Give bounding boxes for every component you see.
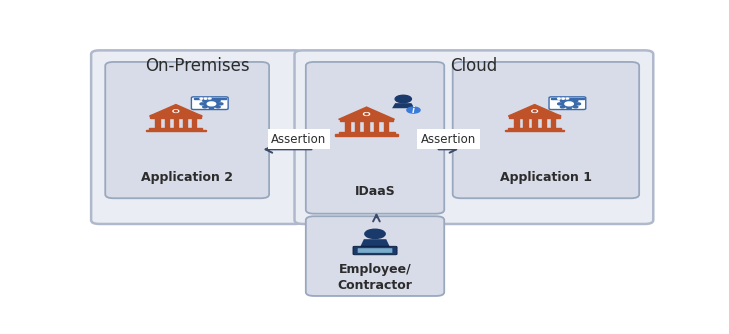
Circle shape xyxy=(203,100,207,102)
Circle shape xyxy=(577,103,580,105)
Circle shape xyxy=(364,113,370,116)
FancyBboxPatch shape xyxy=(340,119,394,121)
Polygon shape xyxy=(194,98,226,100)
Circle shape xyxy=(207,102,216,106)
Polygon shape xyxy=(508,105,561,116)
Circle shape xyxy=(365,113,368,115)
Polygon shape xyxy=(532,118,537,128)
Circle shape xyxy=(200,98,203,99)
Circle shape xyxy=(565,102,573,106)
Polygon shape xyxy=(174,118,178,128)
Text: IDaaS: IDaaS xyxy=(354,185,395,198)
Circle shape xyxy=(395,95,411,103)
FancyBboxPatch shape xyxy=(549,97,586,110)
Polygon shape xyxy=(360,239,390,248)
Text: Cloud: Cloud xyxy=(451,57,497,75)
Polygon shape xyxy=(374,121,378,132)
FancyBboxPatch shape xyxy=(453,62,639,198)
Polygon shape xyxy=(354,121,359,132)
Circle shape xyxy=(204,98,207,99)
Circle shape xyxy=(204,101,219,107)
Polygon shape xyxy=(165,118,169,128)
FancyBboxPatch shape xyxy=(295,50,653,224)
Polygon shape xyxy=(542,118,546,128)
FancyBboxPatch shape xyxy=(509,116,560,118)
Text: Assertion: Assertion xyxy=(421,133,476,146)
FancyBboxPatch shape xyxy=(105,62,269,198)
Polygon shape xyxy=(392,103,415,108)
Circle shape xyxy=(407,107,420,113)
FancyBboxPatch shape xyxy=(192,97,228,110)
Circle shape xyxy=(561,101,577,107)
FancyBboxPatch shape xyxy=(91,50,303,224)
Polygon shape xyxy=(192,118,196,128)
Polygon shape xyxy=(155,118,160,128)
Polygon shape xyxy=(505,130,564,132)
Polygon shape xyxy=(183,118,187,128)
Circle shape xyxy=(558,103,562,105)
Text: Employee/
Contractor: Employee/ Contractor xyxy=(338,264,413,293)
Circle shape xyxy=(574,100,578,102)
Circle shape xyxy=(174,111,177,112)
Polygon shape xyxy=(364,121,369,132)
Circle shape xyxy=(531,110,537,113)
Circle shape xyxy=(209,107,214,109)
Circle shape xyxy=(203,106,207,108)
Polygon shape xyxy=(550,118,555,128)
Circle shape xyxy=(567,107,572,109)
Circle shape xyxy=(209,99,214,101)
Circle shape xyxy=(562,98,564,99)
Polygon shape xyxy=(146,130,206,132)
Circle shape xyxy=(173,110,179,113)
Circle shape xyxy=(208,98,211,99)
Text: i: i xyxy=(412,106,415,115)
Polygon shape xyxy=(149,128,202,130)
Polygon shape xyxy=(508,128,561,130)
Circle shape xyxy=(200,103,204,105)
Circle shape xyxy=(566,98,569,99)
Circle shape xyxy=(558,98,560,99)
Circle shape xyxy=(561,100,565,102)
Polygon shape xyxy=(514,118,518,128)
FancyBboxPatch shape xyxy=(358,248,392,253)
Polygon shape xyxy=(383,121,388,132)
Polygon shape xyxy=(523,118,528,128)
Circle shape xyxy=(216,106,220,108)
Circle shape xyxy=(219,103,223,105)
Circle shape xyxy=(533,111,536,112)
FancyBboxPatch shape xyxy=(306,62,444,214)
FancyBboxPatch shape xyxy=(150,116,201,118)
Circle shape xyxy=(567,99,572,101)
Polygon shape xyxy=(338,132,394,134)
Circle shape xyxy=(561,106,565,108)
FancyBboxPatch shape xyxy=(353,246,397,255)
Circle shape xyxy=(574,106,578,108)
Circle shape xyxy=(216,100,220,102)
Text: On-Premises: On-Premises xyxy=(145,57,249,75)
FancyBboxPatch shape xyxy=(306,216,444,296)
Polygon shape xyxy=(551,98,583,100)
Text: Application 2: Application 2 xyxy=(141,171,233,184)
Polygon shape xyxy=(345,121,349,132)
Text: Application 1: Application 1 xyxy=(500,171,592,184)
Polygon shape xyxy=(338,107,394,119)
Polygon shape xyxy=(149,105,202,116)
Text: Assertion: Assertion xyxy=(271,133,327,146)
Polygon shape xyxy=(335,134,398,136)
Circle shape xyxy=(364,229,385,238)
